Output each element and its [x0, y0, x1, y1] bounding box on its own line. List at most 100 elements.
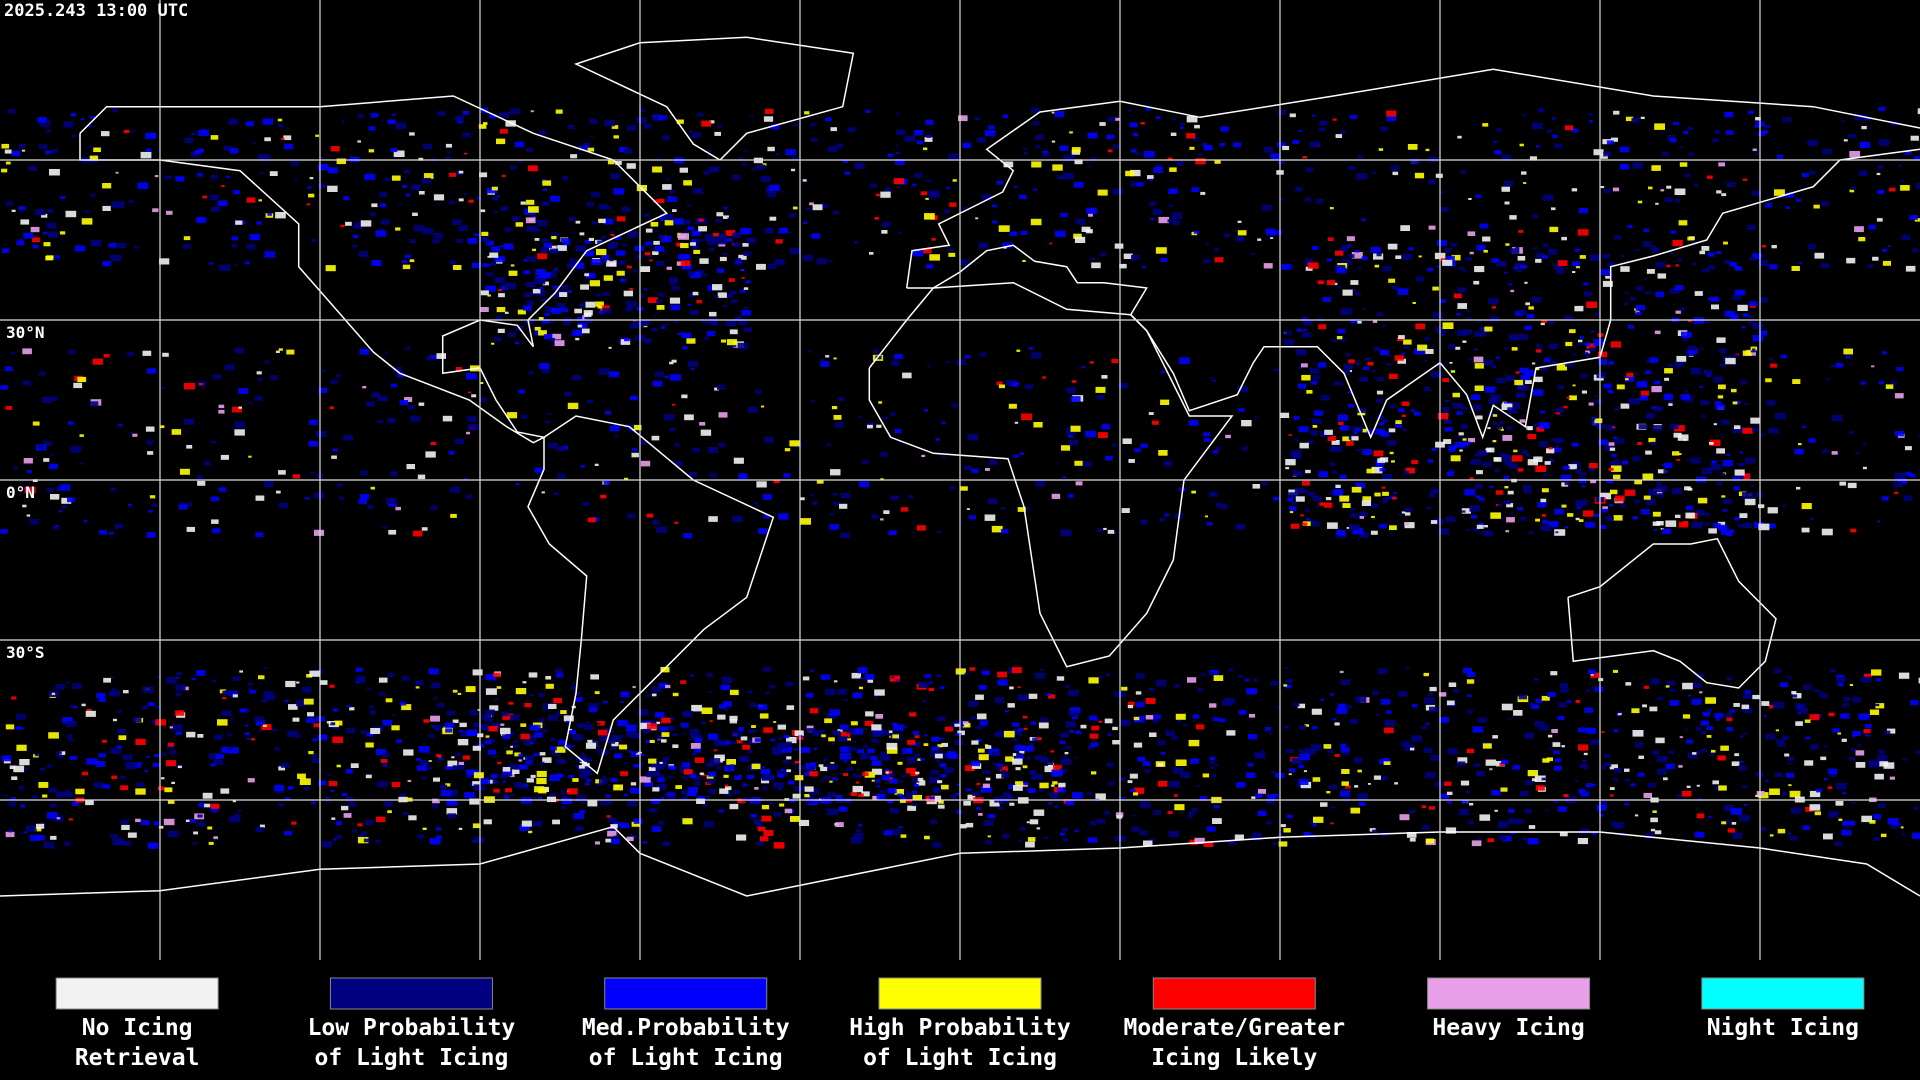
icing-pixel	[489, 252, 499, 258]
icing-pixel	[1519, 143, 1524, 147]
icing-pixel	[835, 795, 843, 800]
icing-pixel	[725, 792, 732, 797]
icing-pixel	[892, 722, 897, 726]
icing-pixel	[1087, 132, 1098, 139]
icing-pixel	[1129, 773, 1138, 779]
icing-pixel	[1636, 381, 1647, 388]
icing-pixel	[1055, 230, 1066, 238]
icing-pixel	[462, 132, 471, 138]
icing-pixel	[1651, 386, 1662, 393]
icing-pixel	[208, 841, 214, 845]
icing-pixel	[1323, 502, 1333, 508]
icing-pixel	[1878, 139, 1890, 146]
icing-pixel	[1336, 336, 1343, 340]
icing-pixel	[912, 183, 917, 187]
icing-pixel	[63, 121, 74, 128]
icing-pixel	[676, 242, 683, 247]
icing-pixel	[1341, 769, 1350, 774]
icing-pixel	[1909, 474, 1916, 478]
icing-pixel	[1423, 747, 1433, 753]
icing-pixel	[428, 734, 435, 738]
icing-pixel	[672, 209, 677, 212]
icing-pixel	[579, 773, 589, 779]
icing-pixel	[1608, 442, 1615, 446]
icing-pixel	[886, 742, 898, 750]
icing-pixel	[1195, 724, 1205, 730]
icing-pixel	[687, 271, 696, 276]
legend-swatch	[329, 977, 493, 1010]
icing-pixel	[186, 731, 196, 738]
icing-pixel	[898, 826, 903, 829]
icing-pixel	[610, 233, 615, 237]
icing-pixel	[308, 751, 314, 755]
icing-pixel	[605, 206, 611, 209]
icing-pixel	[856, 829, 862, 833]
icing-pixel	[1394, 782, 1398, 785]
icing-pixel	[526, 300, 535, 306]
icing-pixel	[1340, 382, 1345, 386]
icing-pixel	[802, 255, 813, 262]
icing-pixel	[598, 744, 602, 747]
icing-pixel	[1737, 524, 1743, 528]
icing-pixel	[1722, 509, 1728, 512]
icing-pixel	[1791, 694, 1798, 698]
icing-pixel	[1105, 455, 1113, 461]
icing-pixel	[1474, 331, 1484, 337]
icing-pixel	[22, 348, 32, 355]
icing-pixel	[1370, 530, 1378, 535]
icing-pixel	[664, 414, 675, 421]
icing-pixel	[561, 308, 569, 313]
icing-pixel	[1709, 753, 1715, 757]
icing-pixel	[321, 369, 326, 372]
icing-pixel	[1477, 837, 1482, 840]
icing-pixel	[1484, 525, 1488, 528]
icing-pixel	[620, 691, 630, 698]
icing-pixel	[813, 730, 823, 737]
icing-pixel	[601, 254, 609, 260]
icing-pixel	[1219, 143, 1226, 147]
icing-pixel	[1630, 297, 1636, 301]
icing-pixel	[1327, 435, 1337, 441]
icing-pixel	[1199, 796, 1208, 801]
icing-pixel	[1528, 306, 1534, 310]
icing-pixel	[1048, 694, 1056, 699]
icing-pixel	[1431, 371, 1442, 378]
icing-pixel	[994, 697, 1005, 703]
icing-pixel	[161, 777, 165, 780]
icing-pixel	[163, 818, 175, 826]
icing-pixel	[715, 219, 722, 223]
icing-pixel	[439, 784, 448, 790]
icing-pixel	[1012, 722, 1020, 727]
icing-pixel	[1669, 700, 1680, 706]
icing-pixel	[311, 753, 318, 758]
icing-pixel	[794, 748, 800, 751]
icing-pixel	[111, 775, 118, 779]
icing-pixel	[1818, 690, 1822, 693]
icing-pixel	[1299, 725, 1307, 730]
icing-pixel	[458, 225, 468, 232]
icing-pixel	[1058, 782, 1066, 788]
icing-pixel	[1390, 165, 1400, 171]
icing-pixel	[1672, 451, 1680, 456]
icing-pixel	[627, 750, 632, 753]
icing-pixel	[1213, 247, 1220, 252]
icing-pixel	[756, 823, 763, 828]
icing-pixel	[1453, 689, 1460, 693]
icing-pixel	[121, 824, 130, 830]
icing-pixel	[1574, 305, 1584, 312]
icing-pixel	[1379, 349, 1389, 356]
icing-pixel	[70, 755, 78, 760]
icing-pixel	[880, 730, 890, 736]
icing-pixel	[1421, 805, 1427, 808]
icing-pixel	[826, 443, 832, 447]
icing-pixel	[1403, 339, 1412, 345]
icing-pixel	[1706, 726, 1713, 730]
icing-pixel	[662, 757, 670, 762]
icing-pixel	[26, 470, 32, 474]
icing-pixel	[594, 691, 600, 695]
icing-pixel	[254, 716, 264, 722]
icing-pixel	[1766, 400, 1776, 406]
icing-pixel	[833, 210, 839, 215]
icing-pixel	[127, 503, 132, 507]
icing-pixel	[542, 369, 550, 374]
